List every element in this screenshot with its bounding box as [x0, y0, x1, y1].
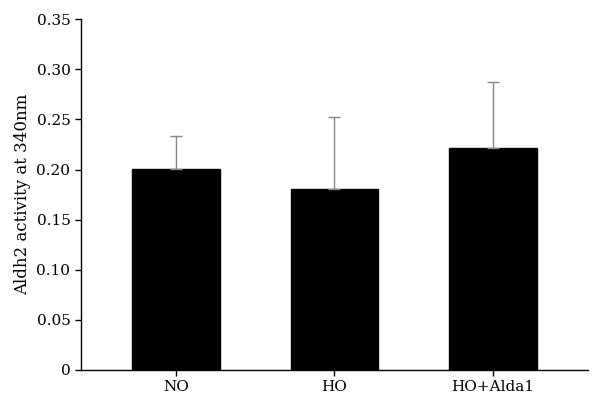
- Bar: [291, 188, 378, 370]
- Bar: [450, 148, 536, 370]
- Y-axis label: Aldh2 activity at 340nm: Aldh2 activity at 340nm: [14, 94, 31, 295]
- Bar: [132, 169, 220, 370]
